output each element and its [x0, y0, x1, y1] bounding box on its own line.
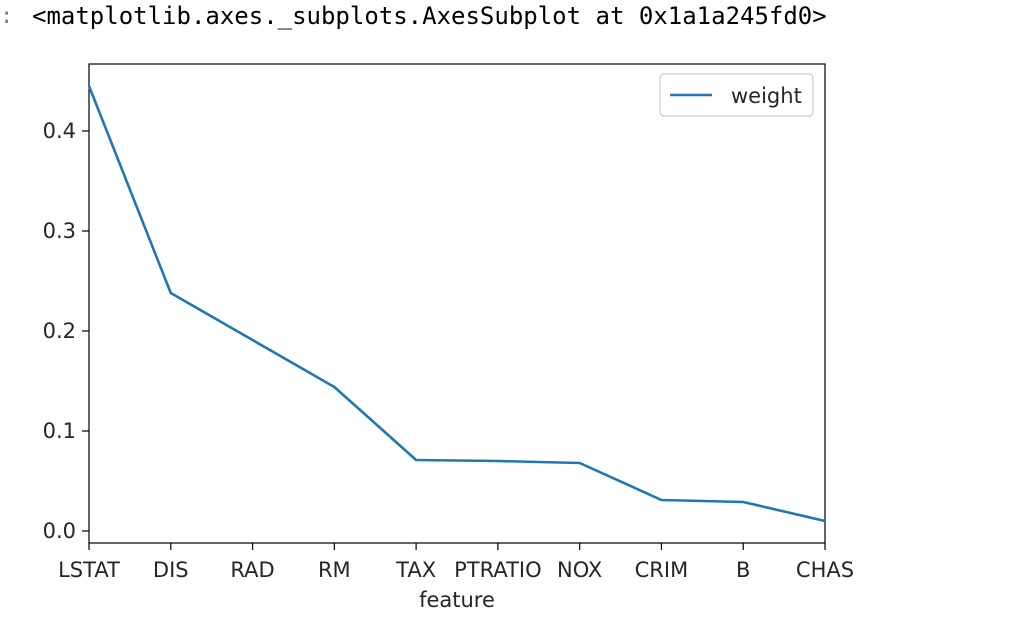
- x-tick-label: LSTAT: [58, 558, 120, 582]
- y-tick-label: 0.0: [43, 519, 76, 543]
- y-axis: 0.0 0.1 0.2 0.3 0.4: [43, 119, 89, 543]
- x-tick-label: TAX: [395, 558, 436, 582]
- legend-label: weight: [731, 84, 802, 108]
- x-tick-label: PTRATIO: [454, 558, 542, 582]
- x-tick-label: RM: [318, 558, 351, 582]
- y-tick-label: 0.4: [43, 119, 76, 143]
- axes-repr-output: <matplotlib.axes._subplots.AxesSubplot a…: [32, 2, 827, 30]
- y-tick-label: 0.2: [43, 319, 76, 343]
- x-axis-title: feature: [419, 588, 495, 612]
- axes-spines: [88, 63, 826, 544]
- x-tick-label: RAD: [230, 558, 274, 582]
- x-axis: LSTAT DIS RAD RM TAX PTRATIO NOX CRIM B CHAS: [58, 543, 854, 582]
- series-layer: [87, 85, 826, 523]
- series-line-weight: [87, 85, 826, 523]
- x-tick-label: CHAS: [796, 558, 854, 582]
- y-tick-label: 0.1: [43, 419, 76, 443]
- legend: weight: [659, 73, 814, 117]
- x-tick-label: B: [736, 558, 750, 582]
- x-tick-label: CRIM: [635, 558, 689, 582]
- x-tick-label: NOX: [557, 558, 602, 582]
- legend-box: [659, 73, 814, 117]
- x-tick-label: DIS: [153, 558, 189, 582]
- y-tick-label: 0.3: [43, 219, 76, 243]
- cell-prompt-marker: :: [0, 4, 14, 29]
- plot-frame: [88, 63, 826, 544]
